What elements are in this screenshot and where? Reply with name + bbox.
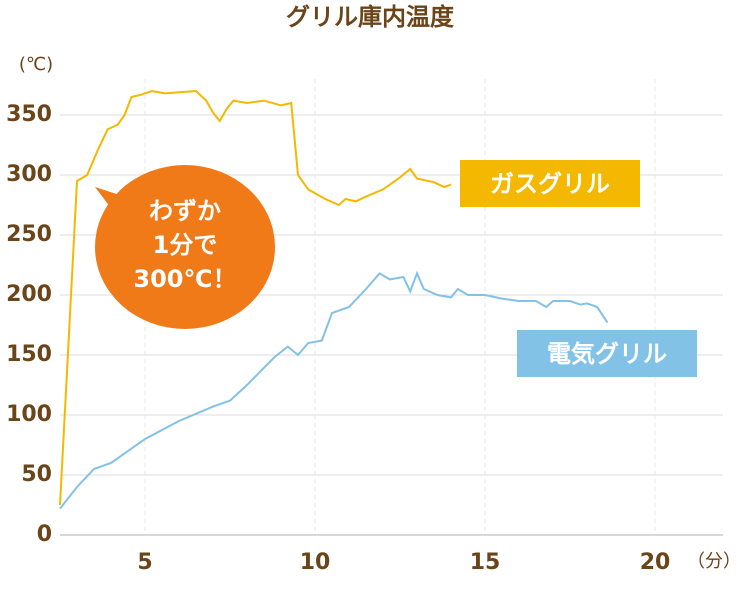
x-tick-label: 10 <box>300 550 331 575</box>
annotation-line: わずか <box>149 197 221 225</box>
y-tick-label: 300 <box>6 162 52 187</box>
y-tick-label: 0 <box>37 522 52 547</box>
legend-box <box>517 330 697 377</box>
line <box>59 89 452 506</box>
annotation-line: 1分で <box>153 231 218 259</box>
line <box>59 270 609 510</box>
legend-label: 電気グリル <box>547 340 667 368</box>
y-tick-label: 350 <box>6 102 52 127</box>
x-tick-label: 5 <box>137 550 152 575</box>
chart-title: グリル庫内温度 <box>286 3 455 31</box>
y-tick-label: 100 <box>6 402 52 427</box>
x-axis-label: （分） <box>687 551 740 572</box>
y-tick-label: 200 <box>6 282 52 307</box>
y-tick-label: 250 <box>6 222 52 247</box>
x-tick-label: 15 <box>470 550 501 575</box>
legend-box <box>460 160 640 207</box>
y-axis-label: (℃) <box>19 54 53 75</box>
bubble <box>95 165 275 329</box>
annotation-line: 300℃！ <box>133 265 236 293</box>
y-tick-label: 150 <box>6 342 52 367</box>
y-tick-label: 50 <box>21 462 52 487</box>
legend-label: ガスグリル <box>490 170 610 198</box>
x-tick-label: 20 <box>640 550 671 575</box>
